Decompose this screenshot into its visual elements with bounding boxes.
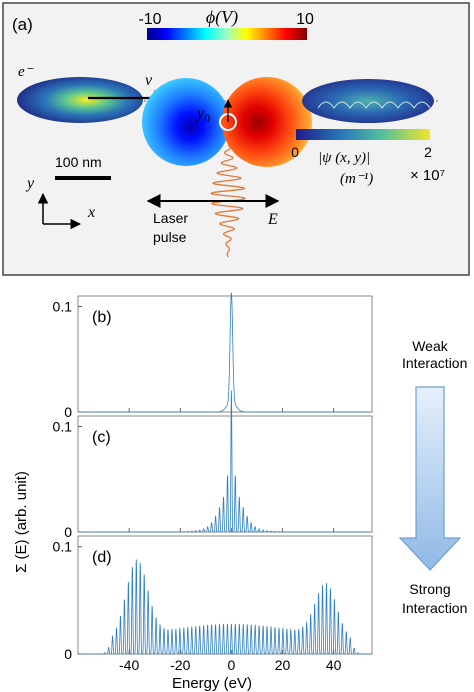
phi-colorbar-max: 10 [296, 11, 314, 28]
phi-colorbar-min: -10 [138, 11, 161, 28]
y-axis-label: Σ (E) (arb. unit) [13, 471, 30, 573]
phi-colorbar [147, 28, 307, 40]
spectrum-panel-label: (d) [92, 549, 112, 566]
interference-fringes [317, 101, 431, 109]
scale-bar-label: 100 nm [55, 154, 102, 170]
electron-label: e⁻ [18, 64, 34, 80]
velocity-symbol: v⃗ [145, 72, 165, 89]
weak-label-line1: Weak [412, 338, 449, 354]
y0-symbol: y [195, 105, 205, 122]
y-tick-label: 0 [64, 646, 72, 662]
psi-colorbar-max: 2 [424, 144, 432, 160]
axis-y-label: y [25, 175, 35, 192]
phi-colorbar-title: ϕ(V) [206, 7, 238, 28]
strong-label-line1: Strong [409, 581, 450, 597]
spectrum-panel-label: (c) [92, 429, 111, 446]
strong-label-line2: Interaction [402, 600, 467, 616]
x-tick-label: -20 [170, 657, 190, 673]
blue-nanosphere [142, 78, 230, 166]
red-nanosphere [222, 77, 312, 167]
spectrum-line [78, 390, 372, 533]
spectra-plots: (b)00.1(c)00.1(d)00.1-40 -20 0 20 40 [53, 292, 373, 673]
y0-subscript: 0 [204, 111, 210, 125]
field-label: E⃗ [267, 211, 290, 228]
x-tick-label: -40 [119, 657, 139, 673]
x-tick-label: 40 [326, 657, 342, 673]
laser-label-line1: Laser [153, 210, 188, 226]
psi-colorbar-units: (m⁻¹) [340, 171, 373, 187]
spectrum-panel-frame [77, 535, 373, 655]
x-tick-label: 20 [275, 657, 291, 673]
y-tick-label: 0.1 [53, 299, 73, 315]
x-axis-label: Energy (eV) [172, 675, 252, 692]
y-tick-label: 0 [64, 404, 72, 420]
interaction-arrow-shape [398, 386, 462, 571]
y-tick-label: 0.1 [53, 539, 73, 555]
interaction-arrow: Weak Interaction Strong Interaction [398, 338, 467, 616]
panel-a-label: (a) [12, 15, 33, 34]
x-tick-label: 0 [227, 657, 235, 673]
laser-label-line2: pulse [153, 229, 187, 245]
panel-a: (a) -10 ϕ(V) 10 e⁻ v⃗el y0 0 2 |ψ (x, y)… [2, 2, 470, 276]
spectrum-panel-label: (b) [92, 309, 112, 326]
psi-colorbar-title: |ψ (x, y)| [318, 150, 370, 166]
y-tick-label: 0.1 [53, 419, 73, 435]
spectrum-panel-frame [77, 295, 373, 413]
y-tick-label: 0 [64, 524, 72, 540]
spectrum-line [78, 292, 372, 413]
psi-colorbar-min: 0 [291, 144, 299, 160]
spectrum-panel-frame [77, 415, 373, 533]
y0-label: y0 [195, 105, 210, 125]
psi-colorbar [296, 129, 430, 140]
psi-colorbar-multiplier: × 10⁷ [410, 167, 445, 184]
axis-x-label: x [87, 204, 95, 221]
incoming-electron-packet [17, 77, 143, 123]
spectrum-line [78, 559, 372, 655]
weak-label-line2: Interaction [402, 355, 467, 371]
outgoing-electron-packet [302, 79, 434, 123]
